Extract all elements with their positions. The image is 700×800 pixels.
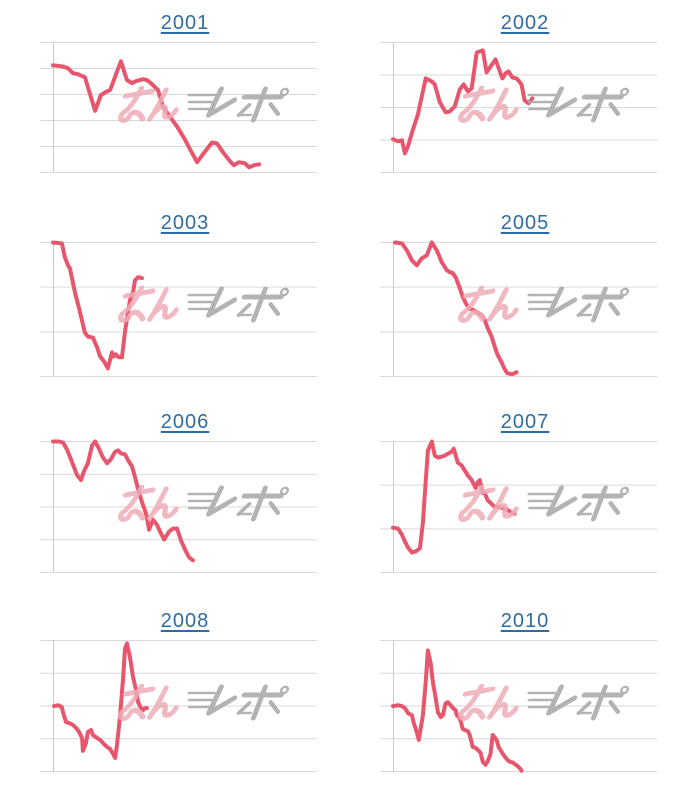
chart-title-row: 2005 [380, 212, 657, 242]
price-trend-line-2005 [393, 240, 519, 377]
chart-title-row: 2008 [40, 610, 317, 640]
chart-cell-2005: 2005 [380, 212, 657, 377]
line-chart-2003 [40, 240, 317, 377]
price-trend-line-2003 [51, 240, 144, 371]
chart-cell-2007: 2007 [380, 411, 657, 573]
line-chart-2006 [40, 439, 317, 573]
chart-cell-2003: 2003 [40, 212, 317, 377]
chart-title-row: 2001 [40, 12, 317, 42]
chart-cell-2006: 2006 [40, 411, 317, 573]
year-link-2007[interactable]: 2007 [500, 411, 550, 433]
chart-cell-2001: 2001 [40, 12, 317, 173]
line-chart-2008 [40, 640, 317, 772]
chart-title-row: 2003 [40, 212, 317, 242]
year-link-2002[interactable]: 2002 [500, 12, 550, 34]
price-trend-line-2008 [52, 641, 149, 760]
year-link-2008[interactable]: 2008 [160, 610, 210, 632]
year-link-2010[interactable]: 2010 [500, 610, 550, 632]
chart-title-row: 2006 [40, 411, 317, 441]
line-chart-2005 [380, 240, 657, 377]
line-chart-2001 [40, 42, 317, 173]
price-trend-line-2002 [391, 48, 535, 156]
line-chart-2002 [380, 42, 657, 173]
line-chart-2010 [380, 640, 657, 773]
chart-title-row: 2007 [380, 411, 657, 441]
year-link-2003[interactable]: 2003 [160, 212, 210, 234]
chart-cell-2010: 2010 [380, 610, 657, 773]
year-link-2001[interactable]: 2001 [160, 12, 210, 34]
chart-cell-2002: 2002 [380, 12, 657, 173]
year-link-2005[interactable]: 2005 [500, 212, 550, 234]
price-trend-line-2006 [51, 439, 195, 563]
price-trend-line-2010 [391, 648, 524, 773]
year-link-2006[interactable]: 2006 [160, 411, 210, 433]
chart-title-row: 2010 [380, 610, 657, 640]
line-chart-2007 [380, 439, 657, 573]
chart-cell-2008: 2008 [40, 610, 317, 772]
price-trend-line-2001 [51, 59, 262, 170]
chart-title-row: 2002 [380, 12, 657, 42]
price-trend-line-2007 [391, 439, 517, 555]
